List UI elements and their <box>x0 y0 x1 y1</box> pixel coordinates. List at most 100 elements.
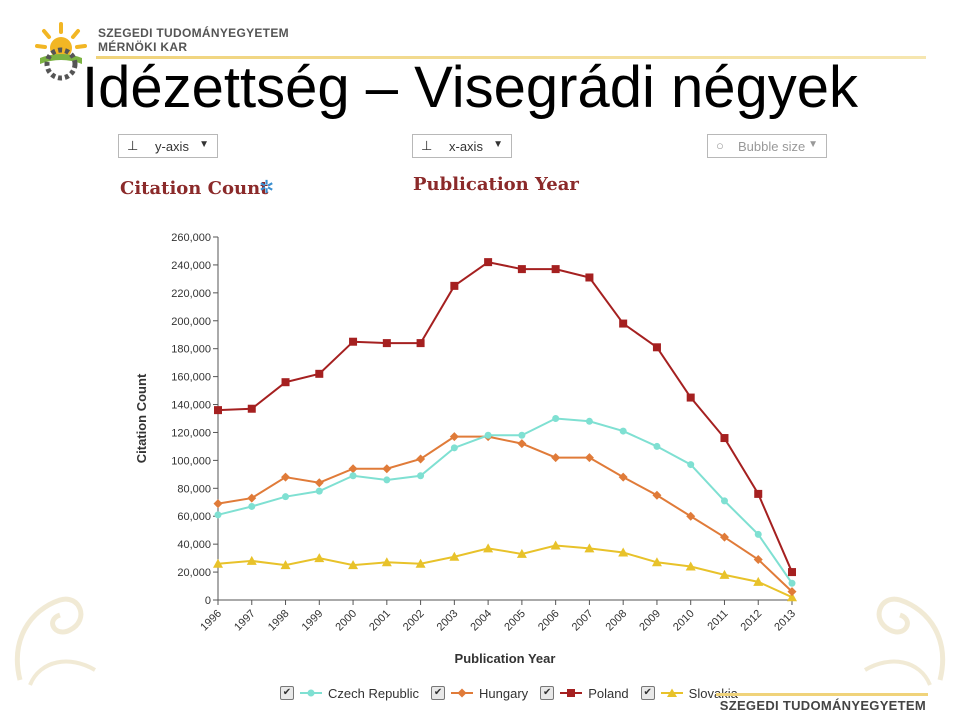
decorative-ornament-right <box>863 596 946 686</box>
y-tick-label: 260,000 <box>171 232 211 244</box>
header-rule <box>96 56 926 59</box>
data-point-hungary <box>787 587 797 597</box>
data-point-czech-republic <box>518 431 526 439</box>
chevron-down-icon: ▼ <box>493 139 503 150</box>
chevron-down-icon: ▼ <box>199 139 209 150</box>
data-point-poland <box>315 369 324 378</box>
data-point-czech-republic <box>214 511 222 519</box>
series-line-hungary <box>217 435 793 593</box>
data-point-poland <box>551 265 560 274</box>
x-axis-picker-label: x-axis <box>449 139 483 154</box>
data-point-slovakia <box>584 543 595 553</box>
data-point-poland <box>652 343 661 352</box>
legend-checkbox-icon[interactable]: ✔ <box>280 686 294 700</box>
data-point-poland <box>720 434 729 443</box>
data-point-poland <box>416 339 425 348</box>
data-point-czech-republic <box>619 427 627 435</box>
series-line-slovakia <box>217 544 793 599</box>
data-point-czech-republic <box>383 476 391 484</box>
data-point-slovakia <box>787 592 797 602</box>
data-point-hungary <box>213 499 223 509</box>
legend-item-hungary[interactable]: ✔ Hungary <box>431 686 528 701</box>
legend-checkbox-icon[interactable]: ✔ <box>540 686 555 700</box>
legend-swatch-marker <box>457 688 467 698</box>
data-point-poland <box>450 281 459 290</box>
data-point-hungary <box>314 478 324 488</box>
data-point-slovakia <box>516 548 527 558</box>
x-tick-label: 2011 <box>705 608 730 633</box>
series-line-poland <box>217 261 793 573</box>
y-axis-picker[interactable]: ⊥ y-axis ▼ <box>118 134 218 158</box>
data-point-hungary <box>517 439 527 449</box>
y-tick-label: 220,000 <box>171 288 211 300</box>
legend-label: Slovakia <box>688 685 738 701</box>
legend-item-slovakia[interactable]: ✔ Slovakia <box>640 685 738 701</box>
y-tick-label: 160,000 <box>171 372 211 384</box>
x-tick-label: 2000 <box>333 608 359 634</box>
x-tick-label: 2010 <box>671 608 697 634</box>
bubble-size-picker[interactable]: ○ Bubble size ▼ <box>707 134 827 158</box>
data-point-hungary <box>416 454 426 464</box>
x-tick-label: 1996 <box>198 608 224 634</box>
data-point-poland <box>349 337 358 346</box>
data-point-poland <box>214 406 222 415</box>
data-point-poland <box>484 258 493 267</box>
university-name-line1: SZEGEDI TUDOMÁNYEGYETEM <box>98 26 289 40</box>
y-tick-label: 60,000 <box>177 511 211 523</box>
university-name: SZEGEDI TUDOMÁNYEGYETEM MÉRNÖKI KAR <box>98 26 289 54</box>
data-point-slovakia <box>753 576 764 586</box>
data-point-slovakia <box>618 547 629 557</box>
data-point-czech-republic <box>552 415 560 422</box>
y-tick-label: 0 <box>205 595 211 607</box>
y-tick-label: 100,000 <box>171 455 211 467</box>
data-point-slovakia <box>314 553 325 563</box>
data-point-poland <box>686 393 695 402</box>
y-tick-label: 80,000 <box>177 483 211 495</box>
x-tick-label: 2004 <box>468 608 494 634</box>
y-tick-label: 140,000 <box>171 400 211 412</box>
legend-label: Hungary <box>479 685 529 701</box>
data-point-hungary <box>686 511 696 521</box>
university-name-line2: MÉRNÖKI KAR <box>98 40 188 54</box>
data-point-slovakia <box>381 557 392 567</box>
legend-item-poland[interactable]: ✔ Poland <box>540 686 629 701</box>
data-point-czech-republic <box>417 472 425 480</box>
data-point-czech-republic <box>720 497 728 505</box>
chevron-down-icon: ▼ <box>808 139 818 150</box>
legend-checkbox-icon[interactable]: ✔ <box>640 686 655 700</box>
x-tick-label: 2006 <box>536 608 562 634</box>
data-point-czech-republic <box>315 487 323 495</box>
x-axis-picker[interactable]: ⊥ x-axis ▼ <box>412 134 512 158</box>
data-point-slovakia <box>685 561 696 571</box>
y-tick-label: 20,000 <box>177 567 211 579</box>
x-axis-icon: ⊥ <box>421 138 433 153</box>
data-point-czech-republic <box>349 472 357 480</box>
data-point-slovakia <box>550 540 561 550</box>
x-tick-label: 2007 <box>570 608 596 634</box>
series-line-czech-republic <box>217 417 793 584</box>
footer-rule <box>716 693 928 696</box>
y-axis-icon: ⊥ <box>127 138 139 153</box>
data-point-hungary <box>584 453 594 463</box>
slide-title: Idézettség – Visegrádi négyek <box>82 55 859 120</box>
data-point-czech-republic <box>282 493 290 501</box>
x-tick-label: 1998 <box>266 608 292 634</box>
data-point-hungary <box>382 464 392 474</box>
data-point-poland <box>788 568 796 577</box>
x-tick-label: 2001 <box>367 608 393 634</box>
legend-checkbox-icon[interactable]: ✔ <box>431 686 446 700</box>
settings-gear-icon[interactable]: ✲ <box>259 177 275 197</box>
data-point-czech-republic <box>248 502 256 510</box>
data-point-hungary <box>281 472 291 482</box>
data-point-czech-republic <box>450 444 458 452</box>
y-tick-label: 180,000 <box>171 344 211 356</box>
y-tick-label: 240,000 <box>171 260 211 272</box>
x-tick-label: 1999 <box>300 608 326 634</box>
legend-swatch-slovakia <box>660 688 683 697</box>
data-point-poland <box>517 265 526 274</box>
data-point-slovakia <box>415 558 426 568</box>
data-point-hungary <box>551 453 561 463</box>
data-point-poland <box>585 273 594 282</box>
legend-item-czech-republic[interactable]: ✔ Czech Republic <box>280 686 419 701</box>
data-point-poland <box>382 339 391 348</box>
